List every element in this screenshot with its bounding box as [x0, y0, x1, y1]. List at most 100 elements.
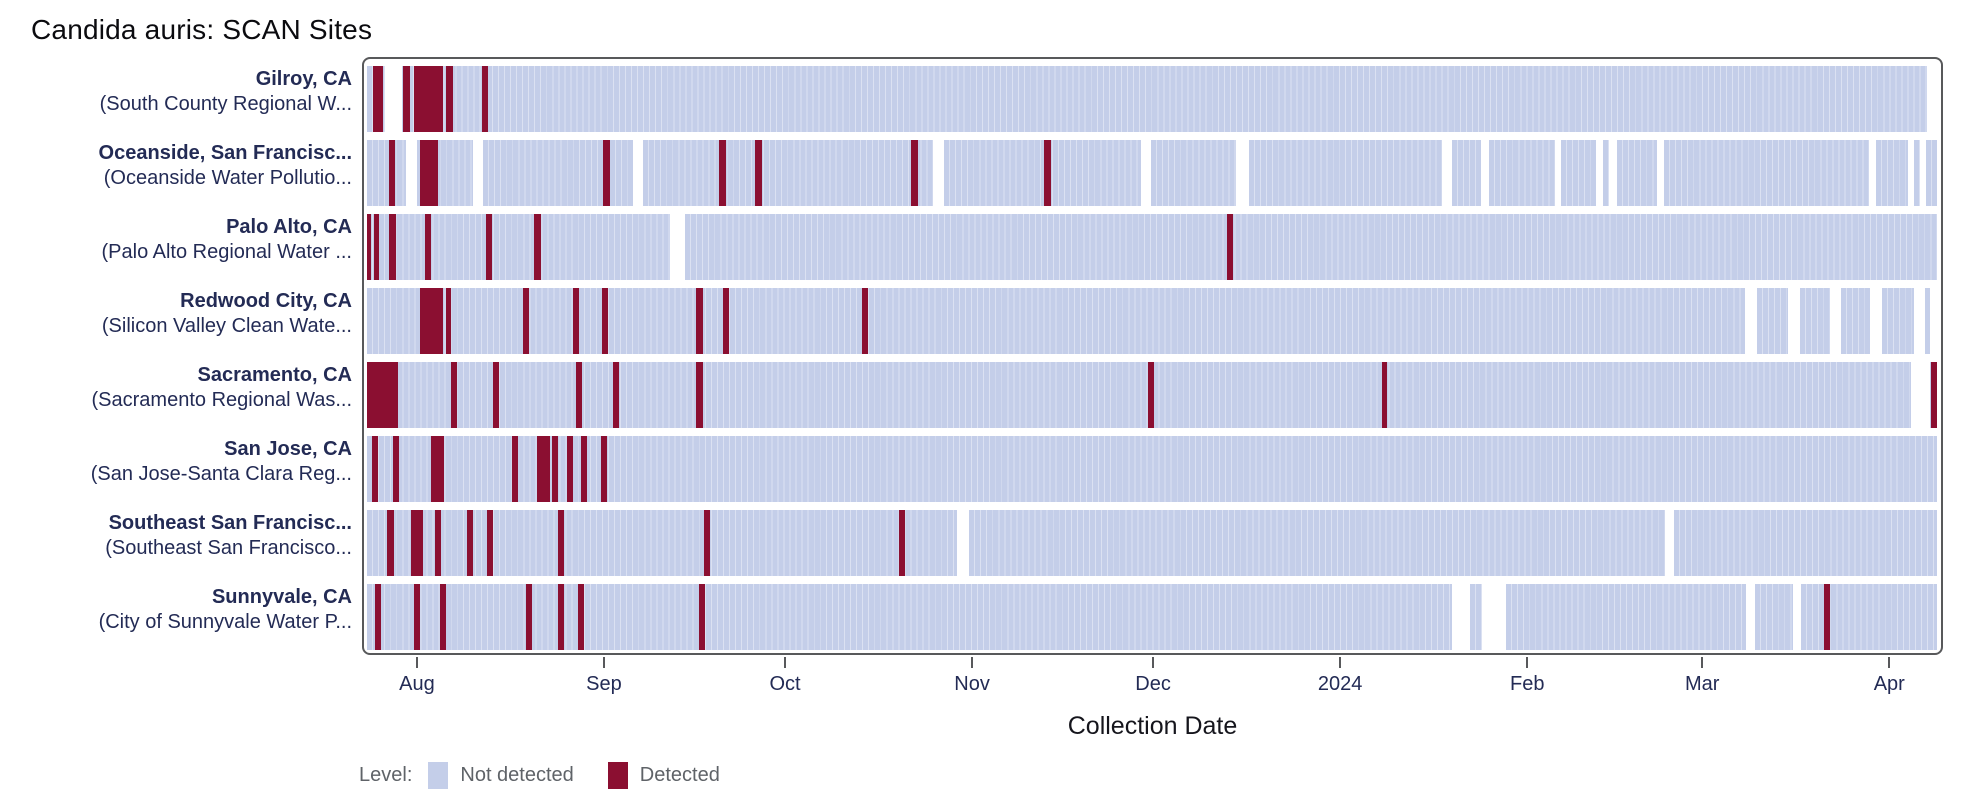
detected-segment — [367, 362, 398, 428]
not-detected-segment — [1603, 140, 1610, 206]
x-tick-label-apr: Apr — [1873, 673, 1905, 695]
x-tick-label-sep: Sep — [586, 673, 622, 695]
x-axis: Aug Sep Oct Nov Dec 2024 Feb Mar Apr — [362, 657, 1943, 703]
detected-segment — [566, 436, 573, 502]
x-tick-mark-sep — [602, 657, 605, 668]
detected-segment — [424, 214, 431, 280]
not-detected-segment — [1505, 584, 1747, 650]
facility-name: (South County Regional W... — [99, 93, 352, 115]
detected-segment — [718, 140, 726, 206]
not-detected-segment — [367, 584, 1453, 650]
detected-segment — [522, 288, 529, 354]
not-detected-segment — [483, 140, 634, 206]
detected-segment — [467, 510, 474, 576]
not-detected-segment — [1913, 140, 1921, 206]
detected-segment — [557, 510, 564, 576]
x-tick-mark-oct — [784, 657, 786, 668]
detected-segment — [388, 214, 396, 280]
detected-segment — [1044, 140, 1052, 206]
x-tick-label-feb: Feb — [1509, 673, 1545, 695]
site-name: Oceanside, San Francisc... — [98, 142, 352, 164]
not-detected-segment — [1755, 584, 1794, 650]
facility-name: (City of Sunnyvale Water P... — [98, 611, 352, 633]
detected-segment — [533, 214, 541, 280]
not-detected-segment — [1151, 140, 1236, 206]
x-tick-label-oct: Oct — [769, 673, 801, 695]
row-label-san-jose-ca: San Jose, CA (San Jose-Santa Clara Reg... — [0, 429, 352, 495]
detected-segment — [1226, 214, 1234, 280]
not-detected-segment — [367, 362, 1912, 428]
facility-name: (Sacramento Regional Was... — [91, 389, 352, 411]
not-detected-segment — [1925, 288, 1931, 354]
not-detected-segment — [367, 510, 957, 576]
legend-label-not-detected: Not detected — [460, 764, 574, 786]
timeline-band-redwood-city-ca — [367, 288, 1937, 354]
detected-segment — [371, 436, 378, 502]
site-name: Palo Alto, CA — [226, 216, 352, 238]
detected-segment — [419, 140, 438, 206]
legend-swatch-not-detected — [428, 762, 449, 789]
detected-segment — [911, 140, 919, 206]
x-tick-mark-apr — [1888, 657, 1891, 668]
detected-segment — [698, 584, 705, 650]
detected-segment — [386, 510, 394, 576]
detected-segment — [603, 140, 610, 206]
x-tick-mark-mar — [1701, 657, 1704, 668]
detected-segment — [898, 510, 905, 576]
facility-name: (San Jose-Santa Clara Reg... — [90, 463, 352, 485]
row-label-gilroy-ca: Gilroy, CA (South County Regional W... — [0, 59, 352, 125]
not-detected-segment — [1925, 140, 1937, 206]
x-tick-label-mar: Mar — [1684, 673, 1720, 695]
timeline-band-sacramento-ca — [367, 362, 1937, 428]
legend: Level: Not detected Detected — [359, 762, 720, 789]
row-label-oceanside-san-francisc: Oceanside, San Francisc... (Oceanside Wat… — [0, 133, 352, 199]
detected-segment — [1148, 362, 1155, 428]
detected-segment — [430, 436, 445, 502]
detected-segment — [861, 288, 868, 354]
detected-segment — [612, 362, 619, 428]
legend-label-detected: Detected — [639, 764, 720, 786]
not-detected-segment — [367, 140, 406, 206]
row-label-palo-alto-ca: Palo Alto, CA (Palo Alto Regional Water .… — [0, 207, 353, 273]
x-tick-label-aug: Aug — [399, 673, 435, 695]
facility-name: (Silicon Valley Clean Wate... — [101, 315, 352, 337]
not-detected-segment — [1663, 140, 1870, 206]
chart-title: Candida auris: SCAN Sites — [31, 14, 373, 45]
site-name: Gilroy, CA — [255, 68, 352, 90]
site-name: Sacramento, CA — [197, 364, 353, 386]
detected-segment — [374, 214, 379, 280]
detected-segment — [1931, 362, 1937, 428]
not-detected-segment — [1489, 140, 1556, 206]
row-label-redwood-city-ca: Redwood City, CA (Silicon Valley Clean Wa… — [0, 281, 352, 347]
detected-segment — [526, 584, 533, 650]
x-tick-mark-dec — [1152, 657, 1155, 668]
detected-segment — [536, 436, 550, 502]
detected-segment — [445, 288, 452, 354]
detected-segment — [486, 510, 493, 576]
x-tick-mark-2024 — [1339, 657, 1342, 668]
site-name: Redwood City, CA — [180, 290, 352, 312]
not-detected-segment — [1876, 140, 1909, 206]
facility-name: (Oceanside Water Pollutio... — [103, 167, 352, 189]
not-detected-segment — [367, 214, 671, 280]
timeline-band-palo-alto-ca — [367, 214, 1937, 280]
not-detected-segment — [642, 140, 934, 206]
facility-name: (Palo Alto Regional Water ... — [101, 241, 353, 263]
detected-segment — [695, 288, 703, 354]
detected-segment — [572, 288, 579, 354]
detected-segment — [420, 288, 444, 354]
detected-segment — [435, 510, 442, 576]
site-name: San Jose, CA — [224, 438, 352, 460]
x-axis-title: Collection Date — [1067, 712, 1238, 740]
detected-segment — [577, 584, 584, 650]
detected-segment — [557, 584, 564, 650]
not-detected-segment — [685, 214, 1937, 280]
detected-segment — [414, 66, 444, 132]
not-detected-segment — [1452, 140, 1481, 206]
detected-segment — [367, 214, 372, 280]
plot-area — [362, 57, 1943, 655]
not-detected-segment — [1561, 140, 1597, 206]
site-name: Sunnyvale, CA — [211, 586, 352, 608]
detected-segment — [374, 584, 381, 650]
not-detected-segment — [1617, 140, 1658, 206]
